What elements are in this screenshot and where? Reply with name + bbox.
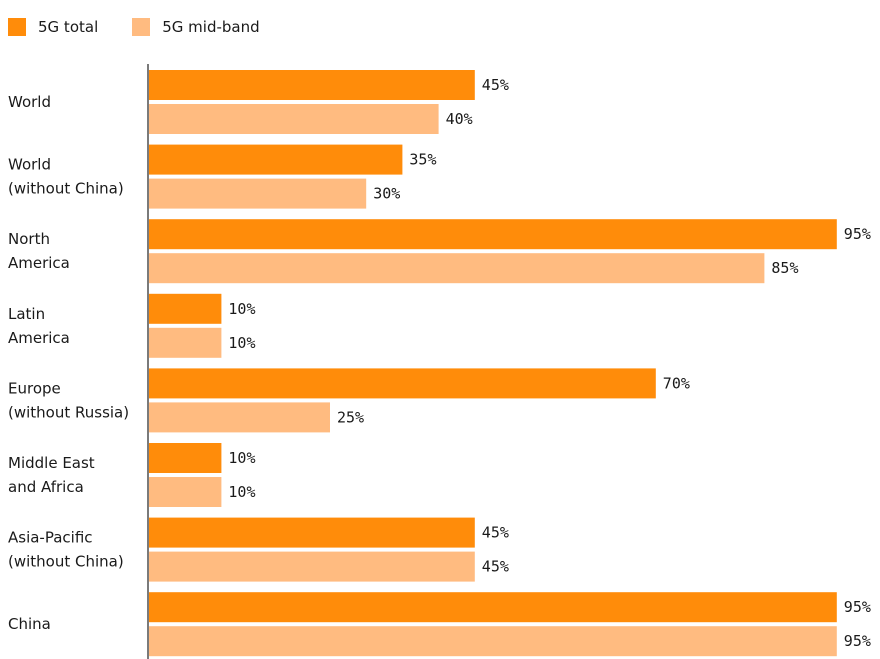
data-label: 30% [373, 185, 400, 203]
data-label: 45% [482, 76, 509, 94]
bar-5g-mid-band [149, 104, 439, 134]
bar-5g-total [149, 517, 475, 548]
data-label: 95% [844, 598, 871, 616]
bar-5g-total [149, 293, 222, 324]
category-label: Asia-Pacific (without China) [8, 529, 124, 571]
legend-label-5g-total: 5G total [38, 18, 99, 36]
bar-5g-mid-band [149, 551, 475, 582]
data-label: 45% [482, 558, 509, 576]
bar-5g-total [149, 70, 475, 100]
data-label: 10% [228, 449, 255, 467]
category-label: North America [8, 230, 70, 272]
data-label: 85% [771, 259, 798, 277]
category-label: Latin America [8, 305, 70, 347]
bar-5g-mid-band [149, 327, 222, 358]
legend: 5G total 5G mid-band [8, 16, 294, 38]
bar-5g-mid-band [149, 402, 330, 433]
bar-5g-mid-band [149, 626, 837, 657]
category-label: World [8, 93, 51, 111]
data-label: 40% [446, 110, 473, 128]
bar-5g-mid-band [149, 477, 222, 507]
legend-swatch-5g-mid-band [132, 18, 151, 36]
bar-5g-total [149, 368, 656, 399]
bar-5g-mid-band [149, 253, 765, 284]
data-label: 45% [482, 524, 509, 542]
data-label: 10% [228, 483, 255, 501]
legend-label-5g-mid-band: 5G mid-band [162, 18, 260, 36]
data-label: 10% [228, 334, 255, 352]
legend-item-5g-mid-band: 5G mid-band [132, 18, 260, 36]
bar-5g-total [149, 219, 837, 250]
data-label: 95% [844, 632, 871, 650]
bar-5g-mid-band [149, 178, 367, 209]
category-label: Europe (without Russia) [8, 379, 129, 421]
bar-5g-total [149, 144, 403, 175]
data-label: 25% [337, 408, 364, 426]
data-label: 70% [663, 374, 690, 392]
legend-swatch-5g-total [8, 18, 26, 36]
bar-5g-total [149, 443, 222, 473]
category-label: Middle East and Africa [8, 454, 95, 496]
data-label: 35% [409, 151, 436, 169]
category-label: World (without China) [8, 156, 124, 198]
legend-item-5g-total: 5G total [8, 18, 98, 36]
data-label: 95% [844, 225, 871, 243]
bar-5g-total [149, 592, 837, 623]
category-label: China [8, 615, 51, 633]
data-label: 10% [228, 300, 255, 318]
